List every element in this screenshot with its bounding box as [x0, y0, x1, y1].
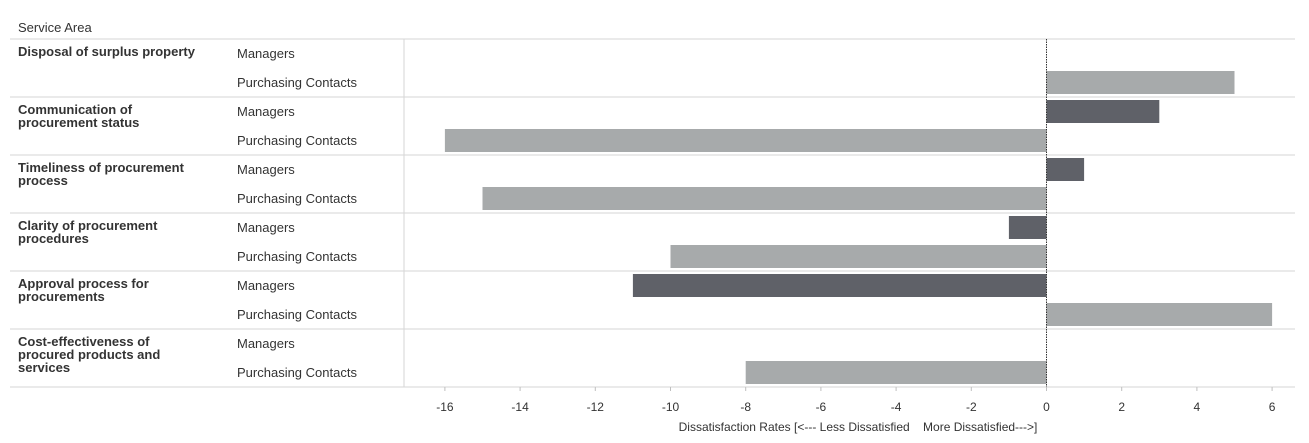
respondent-group-label: Managers	[237, 278, 295, 293]
respondent-group-label: Purchasing Contacts	[237, 307, 357, 322]
service-area-label: Approval process for	[18, 276, 149, 291]
service-area-label: Clarity of procurement	[18, 218, 158, 233]
x-tick-label: -10	[662, 400, 680, 414]
x-tick-label: -6	[816, 400, 827, 414]
chart-rows: Disposal of surplus property Managers Purc…	[10, 44, 1295, 388]
x-axis-title: Dissatisfaction Rates [<--- Less Dissati…	[679, 420, 1038, 434]
purchasing-contacts-bar	[482, 187, 1047, 210]
service-area-label: Communication of	[18, 102, 133, 117]
respondent-group-label: Managers	[237, 46, 295, 61]
respondent-group-label: Managers	[237, 220, 295, 235]
chart-bars	[444, 39, 1273, 387]
purchasing-contacts-bar	[1046, 71, 1235, 94]
purchasing-contacts-bar	[745, 361, 1047, 384]
service-area-header: Service Area	[18, 20, 92, 35]
service-area-label: Disposal of surplus property	[18, 44, 196, 59]
respondent-group-label: Purchasing Contacts	[237, 191, 357, 206]
x-tick-label: -2	[966, 400, 977, 414]
managers-bar	[1008, 216, 1047, 239]
x-tick-label: -8	[740, 400, 751, 414]
x-tick-label: 4	[1194, 400, 1201, 414]
service-area-label: Timeliness of procurement	[18, 160, 185, 175]
respondent-group-label: Managers	[237, 104, 295, 119]
x-tick-label: -16	[436, 400, 454, 414]
x-tick-label: -14	[511, 400, 529, 414]
purchasing-contacts-bar	[1046, 303, 1273, 326]
managers-bar	[1046, 100, 1160, 123]
service-area-label: Cost-effectiveness of	[18, 334, 150, 349]
service-area-label: services	[18, 360, 70, 375]
x-tick-label: 2	[1118, 400, 1125, 414]
respondent-group-label: Purchasing Contacts	[237, 365, 357, 380]
respondent-group-label: Purchasing Contacts	[237, 75, 357, 90]
service-area-label: procedures	[18, 231, 89, 246]
managers-bar	[632, 274, 1047, 297]
managers-bar	[1046, 158, 1085, 181]
respondent-group-label: Managers	[237, 336, 295, 351]
respondent-group-label: Purchasing Contacts	[237, 249, 357, 264]
x-tick-label: -12	[587, 400, 605, 414]
x-axis: -16 -14 -12 -10 -8 -6 -4 -2 0 2 4 6	[436, 387, 1276, 414]
service-area-label: process	[18, 173, 68, 188]
service-area-label: procurements	[18, 289, 105, 304]
service-area-label: procured products and	[18, 347, 160, 362]
service-area-label: procurement status	[18, 115, 139, 130]
purchasing-contacts-bar	[444, 129, 1047, 152]
respondent-group-label: Managers	[237, 162, 295, 177]
purchasing-contacts-bar	[670, 245, 1047, 268]
x-tick-label: 0	[1043, 400, 1050, 414]
x-tick-label: -4	[891, 400, 902, 414]
x-tick-label: 6	[1269, 400, 1276, 414]
respondent-group-label: Purchasing Contacts	[237, 133, 357, 148]
